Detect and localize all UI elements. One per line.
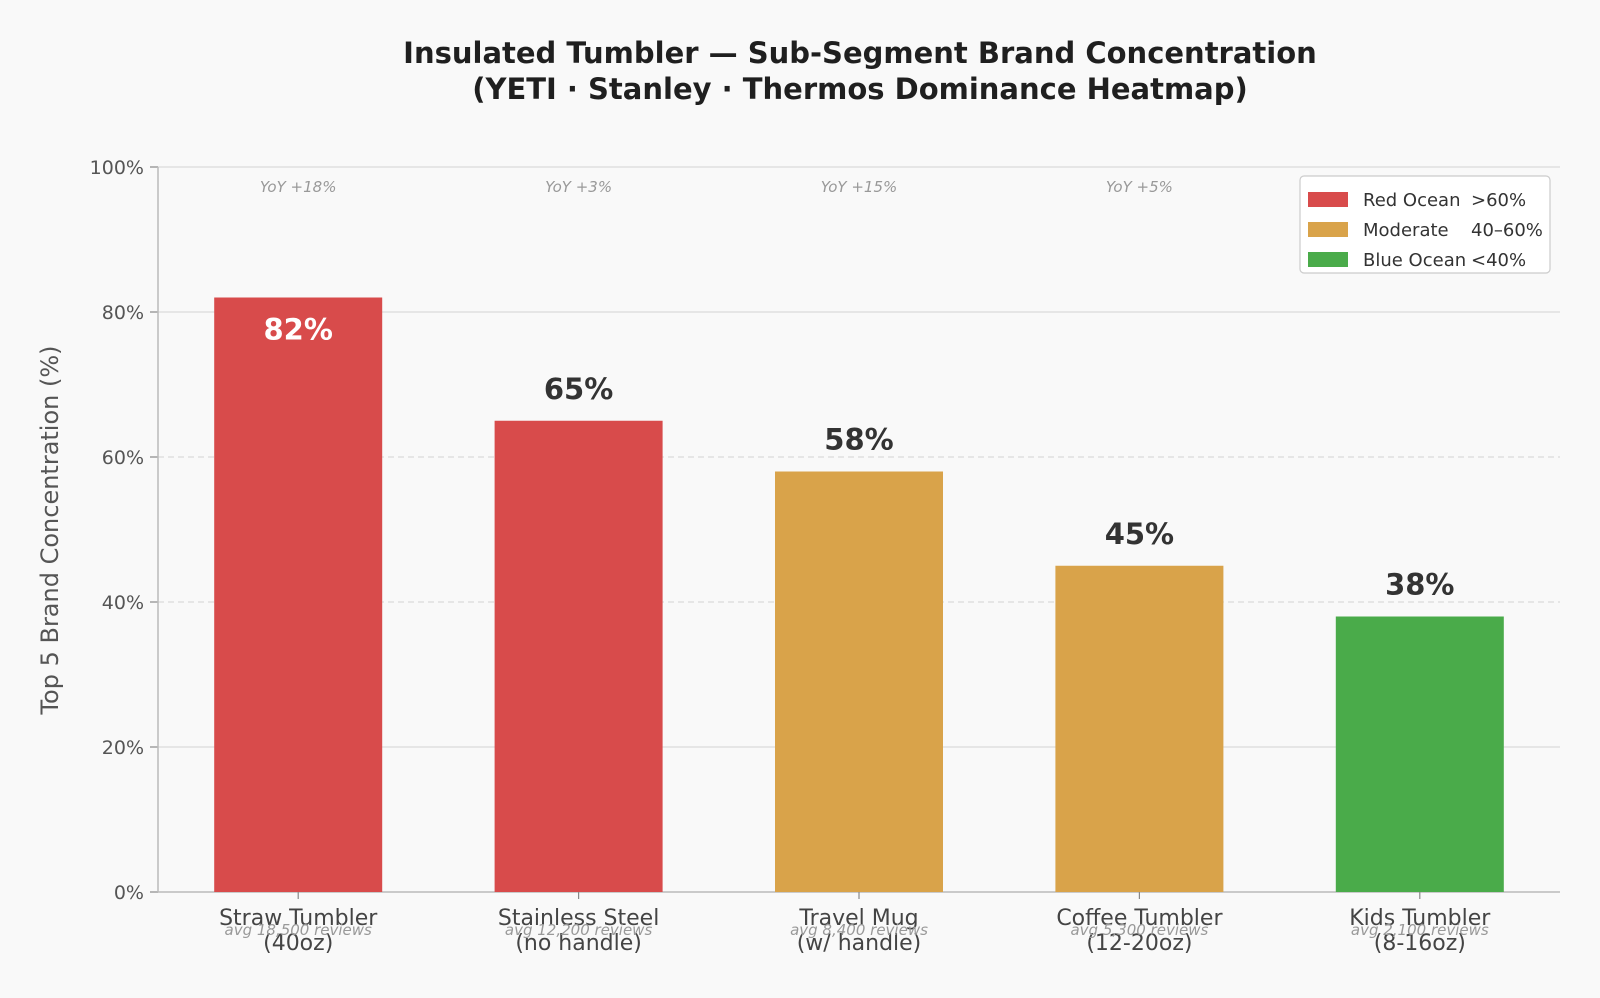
bar-1[interactable] [214,297,383,893]
y-tick-label: 20% [102,737,144,759]
legend-swatch [1308,252,1348,267]
x-tick-label-line-1: Stainless Steel [498,906,659,931]
legend-swatch [1308,222,1348,237]
x-tick-label-line-2: (12-20oz) [1086,931,1192,956]
bar-5[interactable] [1335,616,1504,893]
x-tick-label-line-1: Straw Tumbler [219,906,378,931]
x-tick-label-line-1: Travel Mug [798,906,918,931]
bar-value-label: 65% [544,372,613,406]
legend-range: <40% [1471,250,1526,271]
chart-title-line-2: (YETI · Stanley · Thermos Dominance Heat… [472,72,1248,106]
legend-range: 40–60% [1471,220,1543,241]
y-tick-label: 100% [90,157,144,179]
reviews-annotation: avg 2,100 reviews [1351,921,1489,939]
y-tick-label: 60% [102,447,144,469]
legend-swatch [1308,192,1348,207]
reviews-annotation: avg 5,300 reviews [1070,921,1208,939]
bar-value-label: 82% [263,313,332,347]
x-tick-label-line-2: (40oz) [263,931,333,956]
yoy-annotation: YoY +15% [821,178,898,196]
yoy-annotation: YoY +18% [260,178,337,196]
bar-4[interactable] [1055,565,1224,892]
legend-label: Moderate [1363,220,1449,241]
yoy-annotation: YoY +3% [545,178,612,196]
chart-title-line-1: Insulated Tumbler — Sub-Segment Brand Co… [403,36,1317,70]
legend-label: Blue Ocean [1363,250,1466,271]
x-tick-label-line-1: Coffee Tumbler [1056,906,1223,931]
reviews-annotation: avg 18,500 reviews [225,921,373,939]
bar-value-label: 45% [1105,517,1174,551]
bar-value-label: 38% [1385,568,1454,602]
x-tick-label-line-2: (w/ handle) [797,931,922,956]
legend-box [1299,175,1551,274]
x-tick-label-line-2: (no handle) [515,931,642,956]
bar-2[interactable] [494,420,663,892]
legend-range: >60% [1471,190,1526,211]
reviews-annotation: avg 12,200 reviews [505,921,653,939]
bar-3[interactable] [775,471,943,893]
x-tick-label-line-2: (8-16oz) [1374,931,1466,956]
legend-label: Red Ocean [1363,190,1461,211]
y-tick-label: 80% [102,302,144,324]
reviews-annotation: avg 8,400 reviews [790,921,928,939]
y-tick-label: 0% [114,882,144,904]
yoy-annotation: YoY +5% [1106,178,1173,196]
x-tick-label-line-1: Kids Tumbler [1349,906,1491,931]
bar-value-label: 58% [824,423,893,457]
y-axis-label: Top 5 Brand Concentration (%) [36,345,64,715]
y-tick-label: 40% [102,592,144,614]
